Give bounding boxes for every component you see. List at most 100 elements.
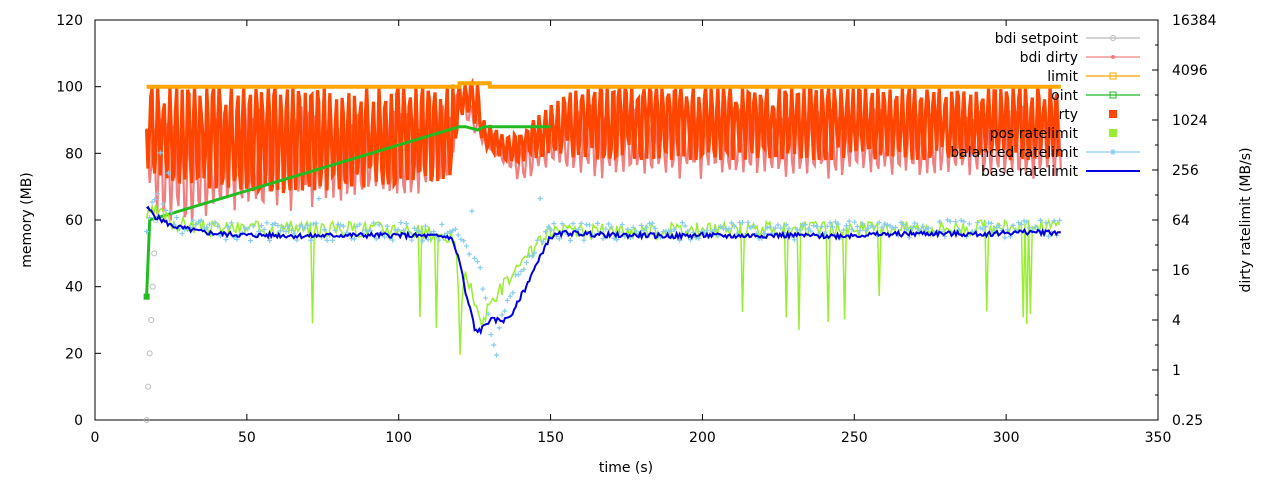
balanced-point xyxy=(144,229,150,235)
balanced-point xyxy=(455,232,461,238)
balanced-point xyxy=(357,221,363,227)
balanced-point xyxy=(936,219,942,225)
balanced-point xyxy=(595,220,601,226)
balanced-point xyxy=(600,236,606,242)
balanced-point xyxy=(835,221,841,227)
y2-axis-label: dirty ratelimit (MB/s) xyxy=(1238,147,1254,292)
balanced-point xyxy=(196,219,202,225)
legend-swatch-marker xyxy=(1109,72,1117,80)
balanced-point xyxy=(868,223,874,229)
balanced-point xyxy=(909,224,915,230)
balanced-point xyxy=(540,239,546,245)
legend-label: oint xyxy=(1051,88,1078,104)
balanced-point xyxy=(791,237,797,243)
legend-swatch-marker xyxy=(1109,91,1117,99)
balanced-point xyxy=(376,222,382,228)
y2-tick-label: 4 xyxy=(1172,313,1181,329)
balanced-point xyxy=(980,226,986,232)
balanced-point xyxy=(606,221,612,227)
legend-label: limit xyxy=(1047,69,1078,85)
balanced-point xyxy=(362,227,368,233)
balanced-point xyxy=(860,221,866,227)
balanced-point xyxy=(223,237,229,243)
balanced-point xyxy=(570,221,576,227)
balanced-point xyxy=(425,237,431,243)
balanced-point xyxy=(846,218,852,224)
balanced-point xyxy=(819,224,825,230)
balanced-point xyxy=(461,238,467,244)
balanced-point xyxy=(157,150,163,156)
balanced-point xyxy=(436,237,442,243)
y-tick-label: 40 xyxy=(65,280,83,296)
balanced-point xyxy=(887,223,893,229)
legend-label: balanced ratelimit xyxy=(950,145,1078,161)
balanced-point xyxy=(876,220,882,226)
balanced-point xyxy=(261,227,267,233)
y-tick-label: 80 xyxy=(65,146,83,162)
balanced-point xyxy=(267,238,273,244)
balanced-point xyxy=(543,229,549,235)
balanced-point xyxy=(854,223,860,229)
balanced-point xyxy=(996,222,1002,228)
balanced-point xyxy=(775,222,781,228)
balanced-point xyxy=(827,220,833,226)
balanced-point xyxy=(491,342,497,348)
balanced-point xyxy=(417,229,423,235)
balanced-point xyxy=(748,225,754,231)
balanced-point xyxy=(250,223,256,229)
balanced-point xyxy=(510,290,516,296)
balanced-point xyxy=(146,215,152,221)
balanced-point xyxy=(545,224,551,230)
balanced-point xyxy=(884,222,890,228)
balanced-point xyxy=(865,225,871,231)
balanced-point xyxy=(581,237,587,243)
balanced-point xyxy=(373,236,379,242)
balanced-point xyxy=(149,199,155,205)
legend-swatch-marker xyxy=(1110,149,1116,155)
balanced-point xyxy=(901,222,907,228)
balanced-point xyxy=(226,224,232,230)
balanced-point xyxy=(983,224,989,230)
balanced-point xyxy=(469,208,475,214)
balanced-point xyxy=(390,237,396,243)
balanced-point xyxy=(975,220,981,226)
balanced-point xyxy=(1016,220,1022,226)
balanced-point xyxy=(603,226,609,232)
balanced-point xyxy=(1024,219,1030,225)
balanced-point xyxy=(354,223,360,229)
balanced-point xyxy=(619,222,625,228)
balanced-point xyxy=(797,227,803,233)
balanced-point xyxy=(537,195,543,201)
balanced-point xyxy=(811,223,817,229)
balanced-point xyxy=(308,237,314,243)
legend-swatch-marker xyxy=(1110,35,1116,41)
balanced-point xyxy=(248,238,254,244)
balanced-point xyxy=(264,220,270,226)
balanced-point xyxy=(638,222,644,228)
balanced-point xyxy=(945,217,951,223)
balanced-point xyxy=(1046,233,1052,239)
balanced-point xyxy=(496,325,502,331)
x-tick-label: 0 xyxy=(91,430,100,446)
balanced-point xyxy=(384,223,390,229)
x-axis-label: time (s) xyxy=(599,460,653,476)
balanced-point xyxy=(841,227,847,233)
balanced-point xyxy=(458,236,464,242)
bdi-setpoint-point xyxy=(151,250,158,257)
balanced-point xyxy=(641,228,647,234)
balanced-point xyxy=(409,237,415,243)
balanced-point xyxy=(207,221,212,227)
x-tick-label: 150 xyxy=(537,430,564,446)
balanced-point xyxy=(614,237,620,243)
balanced-point xyxy=(994,224,1000,230)
balanced-point xyxy=(857,228,863,234)
series-dirty xyxy=(145,77,1062,197)
balanced-point xyxy=(925,225,931,231)
balanced-point xyxy=(786,226,792,232)
y2-tick-label: 4096 xyxy=(1172,63,1208,79)
series-setpoint xyxy=(145,125,551,297)
balanced-point xyxy=(302,225,308,231)
balanced-point xyxy=(567,237,573,243)
balanced-point xyxy=(1005,227,1011,233)
